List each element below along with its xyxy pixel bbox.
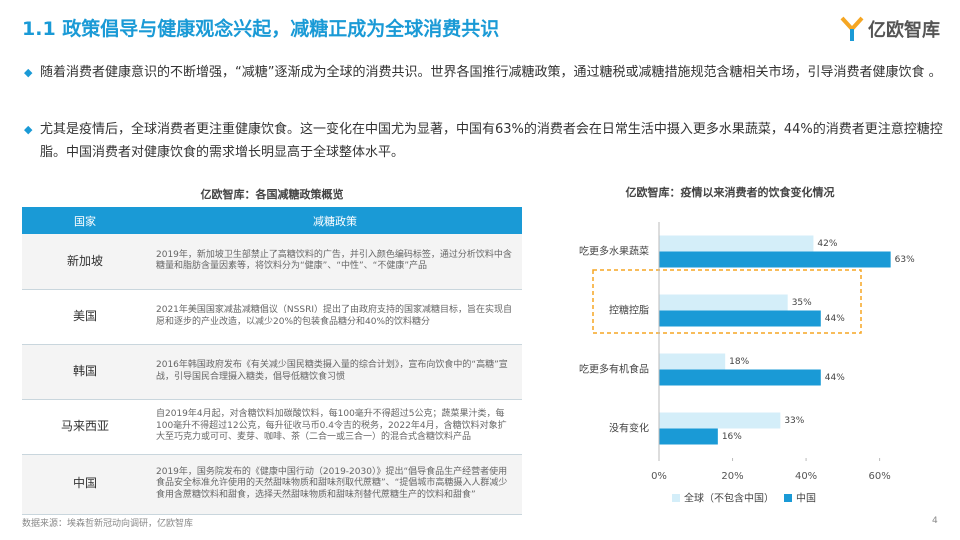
policy-cell: 2019年，国务院发布的《健康中国行动（2019-2030）》提出“倡导食品生产… <box>148 454 522 515</box>
bar <box>659 412 781 429</box>
bar <box>659 353 726 370</box>
logo: 亿欧智库 <box>840 14 940 44</box>
country-cell: 美国 <box>22 289 148 345</box>
page-number: 4 <box>932 516 938 526</box>
bar <box>659 235 814 252</box>
table-row: 新加坡 2019年，新加坡卫生部禁止了高糖饮料的广告，并引入颜色编码标签，通过分析… <box>22 234 522 290</box>
source: 数据来源：埃森哲新冠动向调研，亿欧智库 <box>22 519 194 529</box>
bullet-text: 随着消费者健康意识的不断增强，“减糖”逐渐成为全球的消费共识。世界各国推行减糖政… <box>40 65 942 80</box>
table-title: 亿欧智库：各国减糖政策概览 <box>200 188 344 201</box>
country-cell: 新加坡 <box>22 234 148 290</box>
legend-swatch <box>784 494 792 502</box>
slide-title: 1.1 政策倡导与健康观念兴起，减糖正成为全球消费共识 <box>22 18 500 40</box>
legend-swatch <box>672 494 680 502</box>
value-label: 16% <box>722 432 742 442</box>
bar <box>659 294 788 311</box>
category-label: 吃更多水果蔬菜 <box>579 245 649 258</box>
logo-icon <box>840 16 864 41</box>
policy-cell: 2019年，新加坡卫生部禁止了高糖饮料的广告，并引入颜色编码标签，通过分析饮料中… <box>148 234 522 290</box>
legend-label: 全球（不包含中国） <box>684 492 774 505</box>
x-tick-label: 40% <box>795 471 817 482</box>
x-tick-label: 0% <box>651 471 667 482</box>
highlight-box <box>592 269 862 334</box>
chart-title: 亿欧智库：疫情以来消费者的饮食变化情况 <box>626 185 835 199</box>
table-row: 中国 2019年，国务院发布的《健康中国行动（2019-2030）》提出“倡导食品… <box>22 454 522 515</box>
value-label: 18% <box>729 357 749 367</box>
policy-cell: 2016年韩国政府发布《有关减少国民糖类摄入量的综合计划》，宣布向饮食中的“高糖… <box>148 344 522 400</box>
value-label: 33% <box>784 416 804 426</box>
value-label: 63% <box>895 255 915 265</box>
table-row: 美国 2021年美国国家减盐减糖倡议（NSSRI）提出了由政府支持的国家减糖目标，… <box>22 289 522 345</box>
policy-cell: 自2019年4月起，对含糖饮料加碳酸饮料，每100毫升不得超过5公克；蔬菜果汁类… <box>148 399 522 455</box>
logo-text: 亿欧智库 <box>868 20 940 41</box>
x-tick-label: 60% <box>868 471 890 482</box>
table-row: 韩国 2016年韩国政府发布《有关减少国民糖类摄入量的综合计划》，宣布向饮食中的“… <box>22 344 522 400</box>
bullet: ◆ 尤其是疫情后，全球消费者更注重健康饮食。这一变化在中国尤为显著，中国有63%的… <box>24 118 944 164</box>
country-cell: 马来西亚 <box>22 399 148 455</box>
country-cell: 韩国 <box>22 344 148 400</box>
policy-table: 国家 减糖政策 新加坡 2019年，新加坡卫生部禁止了高糖饮料的广告，并引入颜色编码… <box>22 207 522 515</box>
value-label: 44% <box>825 373 845 383</box>
value-label: 42% <box>817 239 837 249</box>
table-header: 国家 <box>22 207 148 234</box>
x-tick-label: 20% <box>721 471 743 482</box>
country-cell: 中国 <box>22 454 148 515</box>
category-label: 吃更多有机食品 <box>579 363 649 376</box>
legend-label: 中国 <box>796 492 816 505</box>
bar <box>659 310 821 327</box>
bullet-text: 尤其是疫情后，全球消费者更注重健康饮食。这一变化在中国尤为显著，中国有63%的消… <box>40 122 943 160</box>
category-label: 控糖控脂 <box>609 304 649 317</box>
bar <box>659 428 718 445</box>
policy-cell: 2021年美国国家减盐减糖倡议（NSSRI）提出了由政府支持的国家减糖目标，旨在… <box>148 289 522 345</box>
value-label: 44% <box>825 314 845 324</box>
bullet: ◆ 随着消费者健康意识的不断增强，“减糖”逐渐成为全球的消费共识。世界各国推行减糖… <box>24 61 944 84</box>
bar <box>659 369 821 386</box>
bar <box>659 251 891 268</box>
value-label: 35% <box>792 298 812 308</box>
category-label: 没有变化 <box>609 422 649 435</box>
table-row: 马来西亚 自2019年4月起，对含糖饮料加碳酸饮料，每100毫升不得超过5公克；蔬… <box>22 399 522 455</box>
table-header: 减糖政策 <box>148 207 522 234</box>
